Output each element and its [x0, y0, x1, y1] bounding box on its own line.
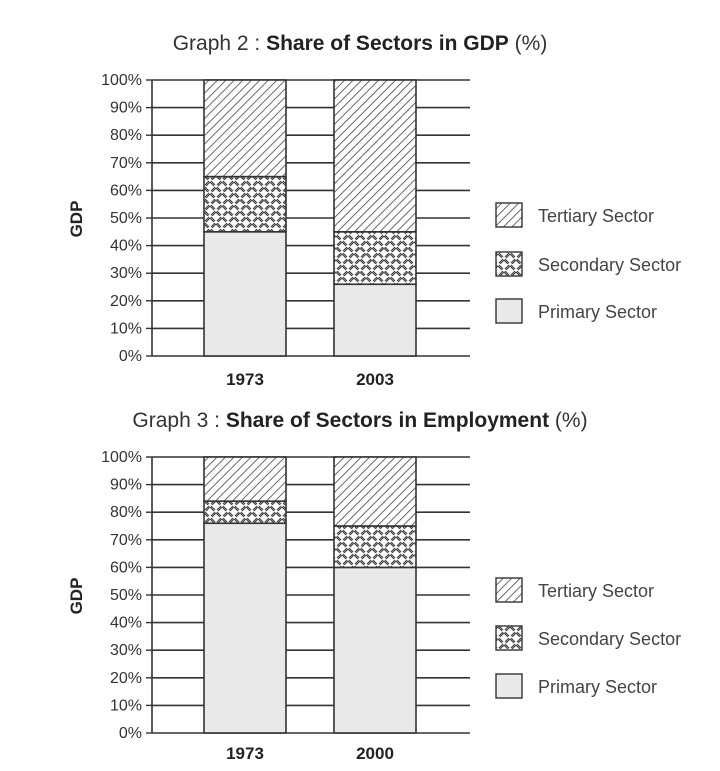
y-tick-label: 20% — [110, 670, 142, 687]
y-tick-label: 60% — [110, 182, 142, 199]
employment-chart: Graph 3 : Share of Sectors in Employment… — [0, 385, 720, 771]
bar-segment-primary — [203, 522, 287, 734]
y-tick-label: 80% — [110, 127, 142, 144]
y-tick-label: 30% — [110, 642, 142, 659]
title-suffix: (%) — [549, 409, 588, 432]
bar-segment-tertiary — [203, 79, 287, 178]
bar-segment-tertiary — [333, 456, 417, 527]
x-tick-label: 1973 — [226, 744, 264, 763]
y-tick-label: 80% — [110, 504, 142, 521]
bar-segment-primary — [333, 283, 417, 357]
bar-segment-secondary — [333, 525, 417, 569]
y-tick-label: 40% — [110, 238, 142, 255]
legend-swatch-primary — [495, 298, 523, 324]
y-axis-label: GDP — [67, 201, 86, 238]
legend-swatch-primary — [495, 673, 523, 699]
y-tick-label: 70% — [110, 155, 142, 172]
title-bold: Share of Sectors in Employment — [225, 409, 550, 432]
legend-swatch-tertiary — [495, 577, 523, 603]
y-tick-label: 0% — [119, 348, 142, 365]
x-tick-label: 1973 — [226, 370, 264, 385]
chart-title: Graph 2 : Share of Sectors in GDP (%) — [0, 32, 720, 56]
legend-label: Secondary Sector — [538, 255, 681, 275]
legend-label: Tertiary Sector — [538, 206, 654, 226]
y-tick-label: 50% — [110, 210, 142, 227]
y-tick-label: 20% — [110, 293, 142, 310]
y-tick-label: 60% — [110, 559, 142, 576]
gdp-chart: Graph 2 : Share of Sectors in GDP (%) 0%… — [0, 0, 720, 385]
employment-chart-svg: 0% 10% 20% 30% 40% 50% 60% 70% 80% 90% 100% GDP 1973… — [67, 449, 681, 763]
legend-swatch-tertiary — [495, 202, 523, 228]
y-tick-label: 90% — [110, 477, 142, 494]
legend-label: Tertiary Sector — [538, 581, 654, 601]
y-tick-label: 70% — [110, 532, 142, 549]
bar-segment-secondary — [333, 231, 417, 286]
x-tick-label: 2003 — [356, 370, 394, 385]
title-suffix: (%) — [508, 32, 548, 55]
legend-label: Primary Sector — [538, 677, 657, 697]
chart-title: Graph 3 : Share of Sectors in Employment… — [0, 409, 720, 433]
y-tick-label: 10% — [110, 320, 142, 337]
y-tick-label: 90% — [110, 100, 142, 117]
y-tick-label: 30% — [110, 265, 142, 282]
y-tick-label: 100% — [101, 449, 142, 466]
legend-label: Primary Sector — [538, 302, 657, 322]
y-axis-label: GDP — [67, 578, 86, 615]
bar-segment-primary — [203, 231, 287, 357]
title-prefix: Graph 3 : — [132, 409, 226, 432]
x-tick-label: 2000 — [356, 744, 394, 763]
y-tick-label: 100% — [101, 72, 142, 89]
y-tick-label: 40% — [110, 615, 142, 632]
legend-swatch-secondary — [495, 251, 523, 277]
bar-segment-tertiary — [203, 456, 287, 502]
title-prefix: Graph 2 : — [172, 32, 267, 55]
title-bold: Share of Sectors in GDP — [266, 32, 509, 55]
legend-swatch-secondary — [495, 625, 523, 651]
bar-segment-tertiary — [333, 79, 417, 233]
y-tick-label: 0% — [119, 725, 142, 742]
legend-label: Secondary Sector — [538, 629, 681, 649]
gdp-chart-svg: 0% 10% 20% 30% 40% 50% 60% 70% 80% 90% 100% GDP 1973… — [67, 72, 681, 385]
bar-segment-secondary — [203, 175, 287, 233]
y-tick-label: 50% — [110, 587, 142, 604]
y-tick-label: 10% — [110, 697, 142, 714]
bar-segment-secondary — [203, 500, 287, 525]
bar-segment-primary — [333, 566, 417, 734]
